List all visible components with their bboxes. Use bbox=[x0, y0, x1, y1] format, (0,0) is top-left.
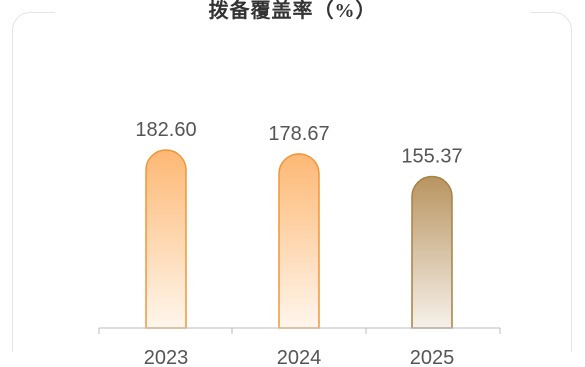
x-tick-label-2023: 2023 bbox=[144, 347, 189, 367]
bar-2025 bbox=[411, 175, 453, 329]
value-label-2023: 182.60 bbox=[135, 119, 196, 141]
value-label-2024: 178.67 bbox=[268, 123, 329, 145]
bar-2024 bbox=[278, 153, 320, 329]
x-tick-label-2024: 2024 bbox=[277, 347, 322, 367]
title-mask: 拨备覆盖率（%） bbox=[55, 0, 530, 22]
value-label-2025: 155.37 bbox=[401, 146, 462, 168]
chart-title: 拨备覆盖率（%） bbox=[208, 0, 377, 22]
x-tick-label-2025: 2025 bbox=[410, 347, 455, 367]
bar-2023 bbox=[145, 149, 187, 329]
